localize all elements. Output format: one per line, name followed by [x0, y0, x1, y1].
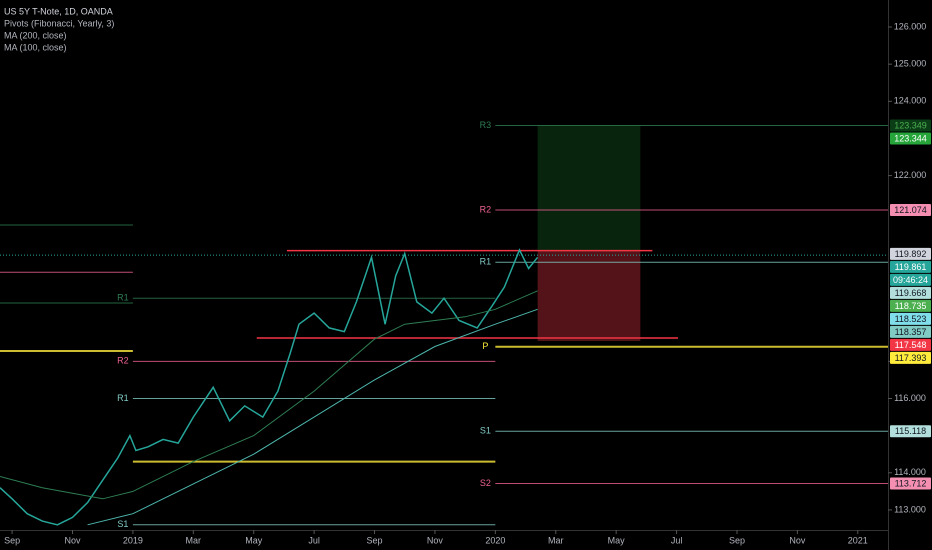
- price-tag: [890, 286, 931, 299]
- price-tag-label: 115.118: [895, 426, 926, 436]
- price-tag-label: 118.523: [895, 314, 927, 324]
- x-tick-label: Jul: [308, 535, 320, 545]
- price-tag-label: 118.735: [895, 301, 927, 311]
- y-tick-label: 122.000: [894, 170, 927, 180]
- x-tick-label: Sep: [729, 535, 745, 545]
- price-tag: [890, 132, 931, 145]
- price-tag-label: 123.349: [894, 120, 927, 130]
- legend-entry: MA (200, close): [4, 30, 67, 40]
- price-tag: [890, 247, 931, 260]
- y-tick-label: 116.000: [894, 393, 926, 403]
- x-tick-label: Jul: [671, 535, 683, 545]
- price-tag-label: 121.074: [894, 205, 927, 215]
- price-tag-label: 119.668: [895, 288, 927, 298]
- price-tag-label: 119.892: [895, 249, 927, 259]
- price-tag-label: 113.712: [895, 478, 927, 488]
- pivot-label: S2: [480, 478, 491, 488]
- y-tick-label: 114.000: [894, 467, 926, 477]
- y-tick-label: 125.000: [894, 59, 927, 69]
- target-zone: [537, 125, 641, 251]
- indicator-label: Pivots (Fibonacci, Yearly, 3): [4, 18, 114, 28]
- price-tag-label: 119.861: [895, 262, 927, 272]
- x-tick-label: May: [245, 535, 263, 545]
- price-tag: [890, 325, 931, 338]
- legend-entry: MA (100, close): [4, 42, 67, 52]
- pivot-label: S1: [480, 426, 491, 436]
- pivot-label: R1: [480, 257, 492, 267]
- legend: US 5Y T-Note, 1D, OANDA Pivots (Fibonacc…: [4, 6, 114, 52]
- chart-title: US 5Y T-Note, 1D, OANDA: [4, 6, 113, 16]
- ma-line: [0, 290, 538, 500]
- pivot-label: S1: [117, 519, 128, 529]
- stop-zone: [537, 250, 641, 341]
- price-tag: [890, 312, 931, 325]
- y-tick-label: 124.000: [894, 96, 927, 106]
- x-tick-label: Sep: [4, 535, 20, 545]
- x-tick-label: 2020: [485, 535, 505, 545]
- price-tag-label: 09:46:24: [893, 275, 928, 285]
- y-tick-label: 126.000: [894, 21, 927, 31]
- x-tick-label: 2021: [848, 535, 868, 545]
- y-tick-label: 113.000: [894, 504, 926, 514]
- ma-line: [87, 308, 538, 526]
- price-tag: [890, 351, 931, 364]
- price-tag-label: 117.393: [895, 353, 927, 363]
- x-tick-label: Nov: [789, 535, 806, 545]
- x-tick-label: Mar: [186, 535, 202, 545]
- price-tag: [890, 260, 931, 273]
- pivot-label: R2: [480, 204, 492, 214]
- x-tick-label: May: [608, 535, 626, 545]
- price-tag: [890, 477, 931, 490]
- x-tick-label: Nov: [427, 535, 444, 545]
- price-line: [0, 248, 539, 526]
- price-tag: [890, 299, 931, 312]
- pivot-label: R2: [117, 356, 129, 366]
- price-tag: [890, 425, 931, 438]
- price-tag-label: 117.548: [895, 340, 927, 350]
- x-tick-label: Mar: [548, 535, 564, 545]
- price-tag: [890, 119, 931, 132]
- price-tag: [890, 204, 931, 217]
- x-tick-label: 2019: [123, 535, 143, 545]
- pivot-label: R1: [117, 293, 129, 303]
- pivot-label: P: [482, 341, 488, 351]
- x-tick-label: Nov: [64, 535, 81, 545]
- price-tag: [890, 273, 931, 286]
- pivot-label: R1: [117, 393, 129, 403]
- price-tag-label: 118.357: [895, 327, 927, 337]
- price-tag: [890, 338, 931, 351]
- x-tick-label: Sep: [367, 535, 383, 545]
- price-tag-label: 123.344: [894, 133, 927, 143]
- pivot-label: R3: [480, 120, 492, 130]
